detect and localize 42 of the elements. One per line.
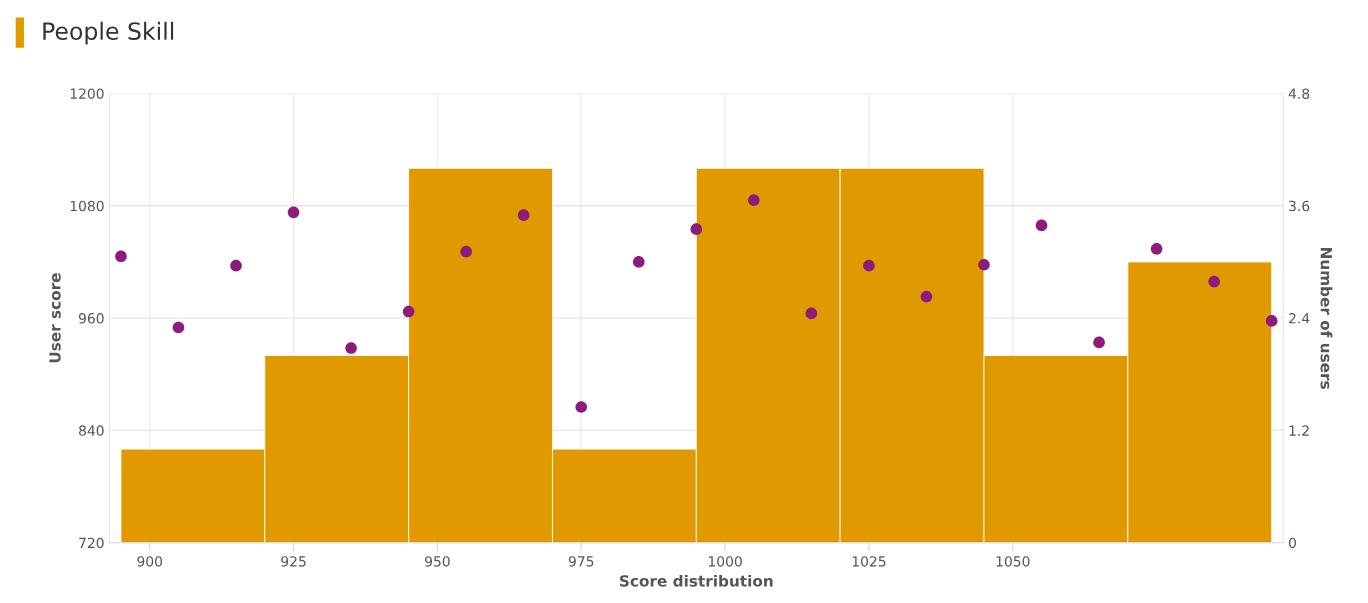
point bbox=[575, 401, 588, 413]
point bbox=[460, 245, 472, 258]
x-tick-label: 975 bbox=[568, 556, 594, 567]
point bbox=[172, 321, 185, 334]
point bbox=[345, 342, 357, 354]
y2-tick-label: 3.6 bbox=[1289, 200, 1310, 212]
point bbox=[1093, 336, 1105, 349]
x-tick-label: 950 bbox=[425, 556, 450, 567]
y-tick-label: 1080 bbox=[70, 200, 104, 212]
y2-tick-label: 4.8 bbox=[1288, 88, 1310, 99]
x-axis-title: Score distribution bbox=[619, 574, 773, 587]
y2-tick-label: 2.4 bbox=[1289, 313, 1310, 324]
y-tick-label: 960 bbox=[78, 313, 104, 324]
point bbox=[920, 290, 933, 303]
y-tick-label: 720 bbox=[79, 537, 104, 549]
y2-tick-label: 0 bbox=[1288, 537, 1296, 549]
point bbox=[1150, 243, 1163, 255]
point bbox=[230, 259, 242, 272]
x-tick-label: 1025 bbox=[852, 556, 886, 567]
point bbox=[632, 256, 645, 268]
chart-title: People Skill bbox=[43, 21, 174, 45]
x-tick-label: 1050 bbox=[996, 556, 1030, 567]
point bbox=[1035, 219, 1048, 232]
point bbox=[690, 223, 703, 235]
y-tick-label: 840 bbox=[79, 425, 104, 436]
y-tick-label: 1200 bbox=[70, 88, 104, 99]
y2-axis-title: Number of users bbox=[1320, 247, 1333, 389]
point bbox=[978, 258, 990, 271]
x-tick-label: 925 bbox=[281, 556, 306, 567]
y-axis-title: User score bbox=[49, 273, 61, 363]
point bbox=[517, 209, 530, 221]
point bbox=[863, 259, 875, 272]
x-tick-label: 900 bbox=[137, 556, 163, 567]
point bbox=[805, 307, 818, 320]
y2-tick-label: 1.2 bbox=[1289, 425, 1309, 436]
point bbox=[287, 206, 300, 219]
point bbox=[115, 250, 127, 263]
point bbox=[1265, 315, 1278, 327]
x-tick-label: 1000 bbox=[708, 556, 742, 567]
point bbox=[1208, 275, 1220, 288]
point bbox=[402, 305, 415, 318]
point bbox=[748, 194, 760, 206]
